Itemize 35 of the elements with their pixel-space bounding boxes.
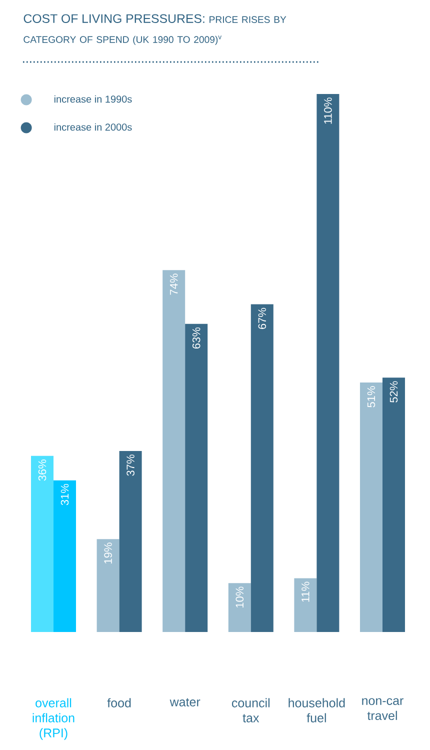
- data-label: 10%: [236, 586, 244, 608]
- legend-label: increase in 1990s: [54, 95, 132, 103]
- chart-title: COST OF LIVING PRESSURES:: [24, 14, 204, 23]
- data-label: 37%: [126, 454, 134, 476]
- bar: [96, 539, 120, 632]
- data-label: 52%: [390, 381, 398, 402]
- bar: [316, 94, 340, 632]
- x-tick-label: overall inflation (RPI): [32, 698, 74, 740]
- data-label: 67%: [258, 308, 266, 329]
- data-label: 110%: [324, 98, 332, 124]
- data-label: 36%: [38, 460, 46, 481]
- x-tick-label: non-car travel: [362, 698, 404, 720]
- data-label: 51%: [367, 386, 376, 408]
- bar: [185, 324, 208, 632]
- data-label: 19%: [104, 542, 112, 564]
- x-tick-label: food: [107, 698, 131, 708]
- bar: [162, 270, 186, 632]
- bar: [382, 378, 405, 632]
- x-tick-label: household fuel: [288, 698, 345, 722]
- bar: [54, 480, 76, 632]
- bar: [360, 382, 382, 632]
- data-label: 74%: [170, 274, 178, 295]
- x-tick-label: council tax: [232, 698, 270, 722]
- data-label: 11%: [302, 582, 310, 602]
- bar: [294, 578, 317, 632]
- text: PRICE RISES BY: [210, 16, 286, 23]
- bar: [119, 451, 142, 632]
- data-label: 63%: [192, 327, 200, 349]
- bar: [31, 456, 54, 632]
- x-tick-label: water: [170, 698, 200, 706]
- text: CATEGORY OF SPEND (UK 1990 TO 2009)$^{v}$: [24, 36, 222, 45]
- bar: [228, 583, 251, 632]
- bar: [250, 304, 274, 632]
- legend-label: increase in 2000s: [54, 123, 132, 131]
- data-label: 31%: [60, 484, 69, 506]
